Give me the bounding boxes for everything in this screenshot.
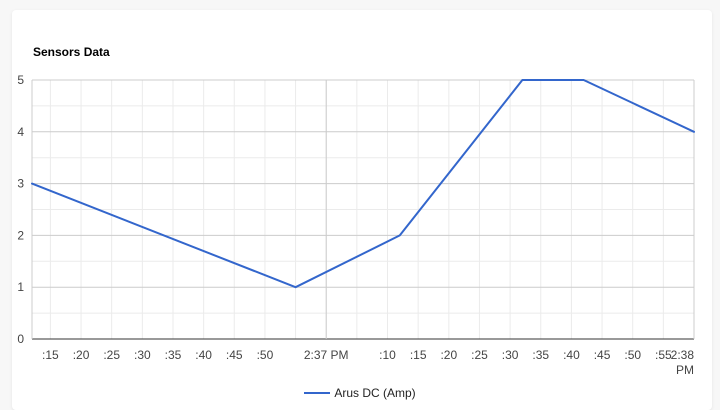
x-tick-label: :45 — [226, 348, 243, 362]
x-tick-label: :30 — [134, 348, 151, 362]
x-tick-label: :25 — [103, 348, 120, 362]
legend[interactable]: Arus DC (Amp) — [0, 386, 720, 400]
legend-swatch — [304, 392, 331, 394]
y-tick-label: 5 — [17, 73, 24, 87]
x-tick-label: :55 — [655, 348, 672, 362]
series-layer — [31, 79, 695, 289]
y-tick-label: 2 — [17, 228, 24, 242]
x-tick-label: :25 — [471, 348, 488, 362]
chart-title: Sensors Data — [33, 45, 110, 59]
x-tick-label: :20 — [440, 348, 457, 362]
y-tick-label: 1 — [17, 280, 24, 294]
y-axis-ticks: 0 1 2 3 4 5 — [17, 73, 24, 346]
x-tick-label: :30 — [502, 348, 519, 362]
x-tick-label: 2:38 PM — [671, 348, 695, 377]
y-tick-label: 3 — [17, 177, 24, 191]
x-tick-label: 2:37 PM — [304, 348, 349, 362]
x-tick-label: :40 — [563, 348, 580, 362]
grid-major — [31, 79, 695, 340]
x-tick-label: :40 — [195, 348, 212, 362]
x-tick-label: :10 — [379, 348, 396, 362]
x-tick-label: :45 — [594, 348, 611, 362]
legend-label: Arus DC (Amp) — [334, 386, 416, 400]
x-tick-label: :35 — [165, 348, 182, 362]
x-tick-label: :20 — [73, 348, 90, 362]
y-tick-label: 4 — [17, 125, 24, 139]
x-tick-label: :50 — [257, 348, 274, 362]
x-axis-ticks: :15 :20 :25 :30 :35 :40 :45 :50 2:37 PM :10 :15 :20… — [42, 348, 694, 377]
grid-minor — [32, 80, 695, 339]
y-tick-label: 0 — [17, 332, 24, 346]
x-tick-label: :35 — [532, 348, 549, 362]
x-tick-label: :15 — [42, 348, 59, 362]
x-tick-label: :50 — [624, 348, 641, 362]
x-tick-label: :15 — [410, 348, 427, 362]
series-line — [31, 79, 695, 289]
